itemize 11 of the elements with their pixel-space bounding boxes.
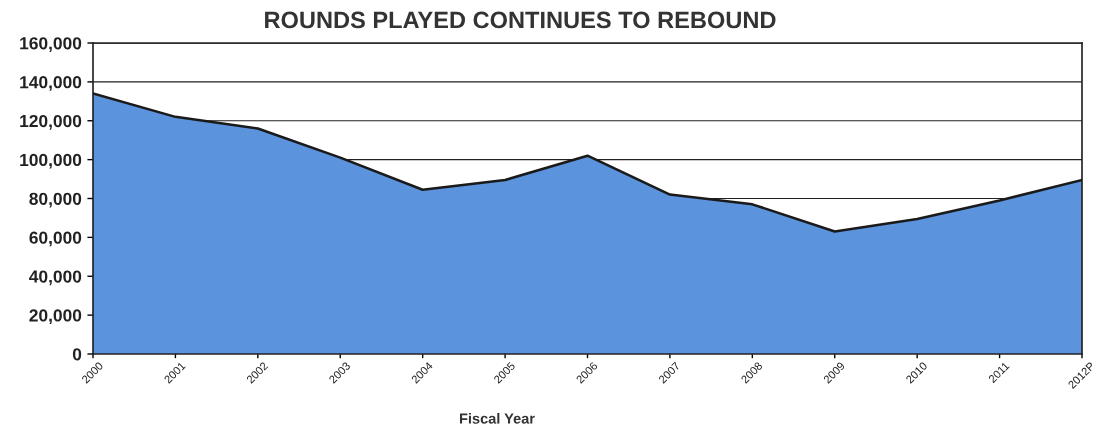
y-tick-label: 60,000 xyxy=(29,231,82,247)
y-tick-label: 40,000 xyxy=(29,270,82,286)
x-axis-title: Fiscal Year xyxy=(460,413,535,424)
chart-title: ROUNDS PLAYED CONTINUES TO REBOUND xyxy=(265,11,776,29)
y-tick-label: 120,000 xyxy=(20,114,82,130)
y-tick-label: 0 xyxy=(72,348,82,361)
y-tick-label: 100,000 xyxy=(20,153,82,169)
y-tick-label: 160,000 xyxy=(20,37,82,52)
y-tick-label: 20,000 xyxy=(29,309,82,325)
y-tick-label: 80,000 xyxy=(29,192,82,208)
y-tick-label: 140,000 xyxy=(20,76,82,91)
